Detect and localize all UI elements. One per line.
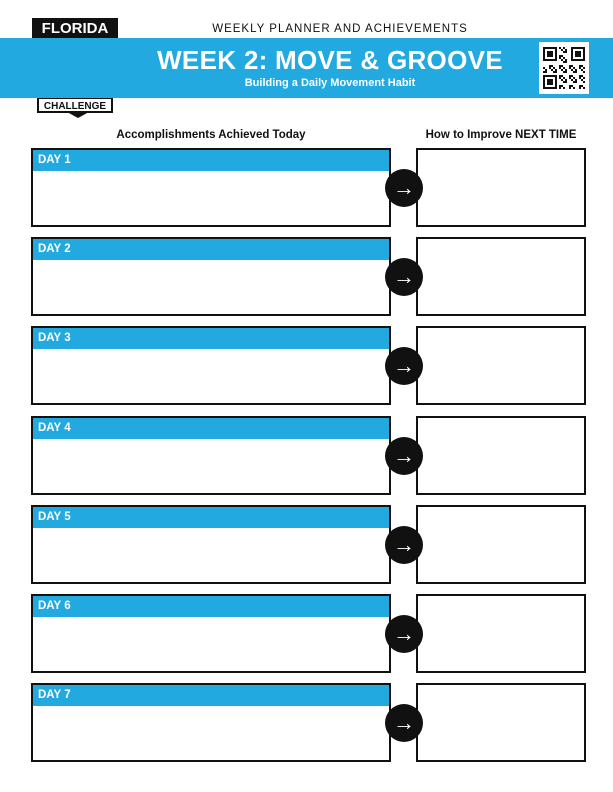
accomplishment-box-day-7[interactable]: DAY 7 <box>31 683 391 762</box>
accomplishment-box-day-2[interactable]: DAY 2 <box>31 237 391 316</box>
arrow-right-icon: → <box>385 615 423 653</box>
page-tagline: Building a Daily Movement Habit <box>244 77 416 89</box>
page-title: WEEK 2: MOVE & GROOVE <box>157 45 503 75</box>
improve-box-day-1[interactable] <box>416 148 586 227</box>
improve-box-day-3[interactable] <box>416 326 586 405</box>
day-label: DAY 5 <box>33 507 389 528</box>
accomplishment-box-day-5[interactable]: DAY 5 <box>31 505 391 584</box>
improve-box-day-2[interactable] <box>416 237 586 316</box>
qr-code-icon <box>539 42 589 94</box>
accomplishment-box-day-4[interactable]: DAY 4 <box>31 416 391 495</box>
day-label: DAY 4 <box>33 418 389 439</box>
svg-text:FLORIDA: FLORIDA <box>42 20 109 37</box>
accomplishment-box-day-1[interactable]: DAY 1 <box>31 148 391 227</box>
improve-box-day-4[interactable] <box>416 416 586 495</box>
page-subtitle: WEEKLY PLANNER AND ACHIEVEMENTS <box>212 23 468 35</box>
day-label: DAY 6 <box>33 596 389 617</box>
svg-text:CHALLENGE: CHALLENGE <box>44 101 107 112</box>
accomplishment-box-day-3[interactable]: DAY 3 <box>31 326 391 405</box>
arrow-right-icon: → <box>385 704 423 742</box>
improve-box-day-6[interactable] <box>416 594 586 673</box>
arrow-right-icon: → <box>385 169 423 207</box>
day-label: DAY 2 <box>33 239 389 260</box>
column-header-improve: How to Improve NEXT TIME <box>425 129 577 141</box>
arrow-right-icon: → <box>385 258 423 296</box>
improve-box-day-5[interactable] <box>416 505 586 584</box>
day-label: DAY 1 <box>33 150 389 171</box>
title-banner <box>0 38 613 98</box>
arrow-right-icon: → <box>385 437 423 475</box>
arrow-right-icon: → <box>385 347 423 385</box>
column-header-accomplishments: Accomplishments Achieved Today <box>116 129 306 141</box>
improve-box-day-7[interactable] <box>416 683 586 762</box>
accomplishment-box-day-6[interactable]: DAY 6 <box>31 594 391 673</box>
day-label: DAY 7 <box>33 685 389 706</box>
day-label: DAY 3 <box>33 328 389 349</box>
arrow-right-icon: → <box>385 526 423 564</box>
